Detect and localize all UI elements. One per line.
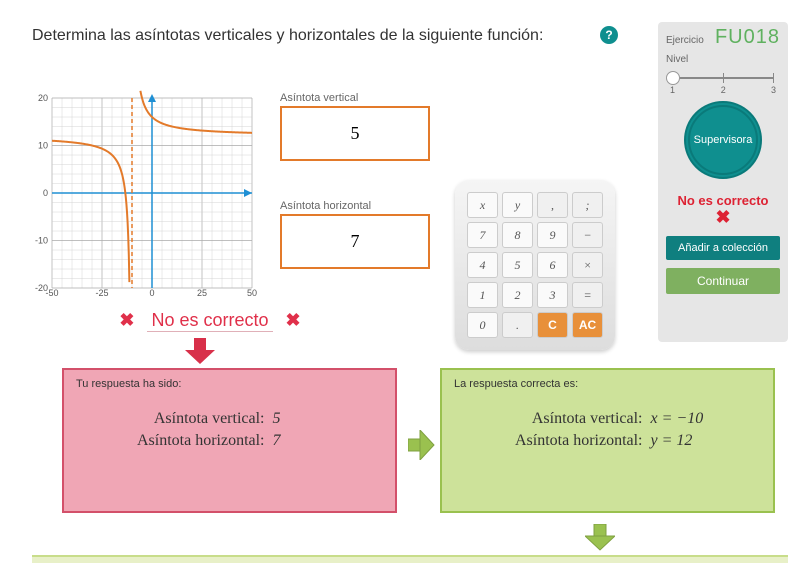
x-icon: ✖ <box>278 310 309 330</box>
svg-text:0: 0 <box>149 288 154 298</box>
svg-text:25: 25 <box>197 288 207 298</box>
calculator: xy,; 789− 456× 123= 0.CAC <box>455 180 615 350</box>
calc-key-y[interactable]: y <box>502 192 533 218</box>
level-slider[interactable]: 1 2 3 <box>666 67 780 87</box>
calc-key-6[interactable]: 6 <box>537 252 568 278</box>
calc-key-2[interactable]: 2 <box>502 282 533 308</box>
svg-text:-20: -20 <box>35 283 48 293</box>
calc-key-3[interactable]: 3 <box>537 282 568 308</box>
panel-feedback-x-icon: ✖ <box>666 208 780 226</box>
calc-key-×[interactable]: × <box>572 252 603 278</box>
svg-text:-10: -10 <box>35 236 48 246</box>
svg-text:20: 20 <box>38 93 48 103</box>
calc-key-AC[interactable]: AC <box>572 312 603 338</box>
bottom-bar <box>32 555 788 563</box>
arrow-down-icon <box>185 338 215 371</box>
svg-text:10: 10 <box>38 141 48 151</box>
user-response-box: Tu respuesta ha sido: Asíntota vertical:… <box>62 368 397 513</box>
calc-key-C[interactable]: C <box>537 312 568 338</box>
add-collection-button[interactable]: Añadir a colección <box>666 236 780 260</box>
help-icon[interactable]: ? <box>600 26 618 44</box>
svg-text:0: 0 <box>43 188 48 198</box>
svg-text:50: 50 <box>247 288 257 298</box>
calc-key-9[interactable]: 9 <box>537 222 568 248</box>
calc-key-−[interactable]: − <box>572 222 603 248</box>
calc-key-7[interactable]: 7 <box>467 222 498 248</box>
calc-key-.[interactable]: . <box>502 312 533 338</box>
horizontal-asymptote-input[interactable]: 7 <box>280 214 430 269</box>
correct-response-box: La respuesta correcta es: Asíntota verti… <box>440 368 775 513</box>
calc-key-;[interactable]: ; <box>572 192 603 218</box>
svg-text:-25: -25 <box>95 288 108 298</box>
feedback-line: ✖ No es correcto ✖ <box>80 310 340 332</box>
calc-key-4[interactable]: 4 <box>467 252 498 278</box>
horizontal-asymptote-label: Asíntota horizontal <box>280 200 371 212</box>
calc-key-x[interactable]: x <box>467 192 498 218</box>
exercise-code: FU018 <box>715 26 780 49</box>
x-icon: ✖ <box>111 310 142 330</box>
level-label: Nivel <box>666 54 780 65</box>
calc-key-=[interactable]: = <box>572 282 603 308</box>
correct-response-title: La respuesta correcta es: <box>454 378 761 390</box>
calc-key-1[interactable]: 1 <box>467 282 498 308</box>
page-title: Determina las asíntotas verticales y hor… <box>32 26 592 47</box>
continue-button[interactable]: Continuar <box>666 268 780 294</box>
arrow-right-icon <box>408 430 436 465</box>
exercise-panel: Ejercicio FU018 Nivel 1 2 3 Supervisora … <box>658 22 788 342</box>
supervisor-badge: Supervisora <box>684 101 762 179</box>
arrow-down-icon <box>585 524 615 557</box>
calc-key-0[interactable]: 0 <box>467 312 498 338</box>
exercise-label: Ejercicio FU018 <box>666 30 780 48</box>
calc-key-8[interactable]: 8 <box>502 222 533 248</box>
user-response-title: Tu respuesta ha sido: <box>76 378 383 390</box>
calc-key-,[interactable]: , <box>537 192 568 218</box>
feedback-text: No es correcto <box>147 310 272 332</box>
function-graph: -50-2502550 -20-1001020 <box>32 88 257 298</box>
vertical-asymptote-input[interactable]: 5 <box>280 106 430 161</box>
vertical-asymptote-label: Asíntota vertical <box>280 92 358 104</box>
panel-feedback-msg: No es correcto <box>666 193 780 208</box>
calc-key-5[interactable]: 5 <box>502 252 533 278</box>
